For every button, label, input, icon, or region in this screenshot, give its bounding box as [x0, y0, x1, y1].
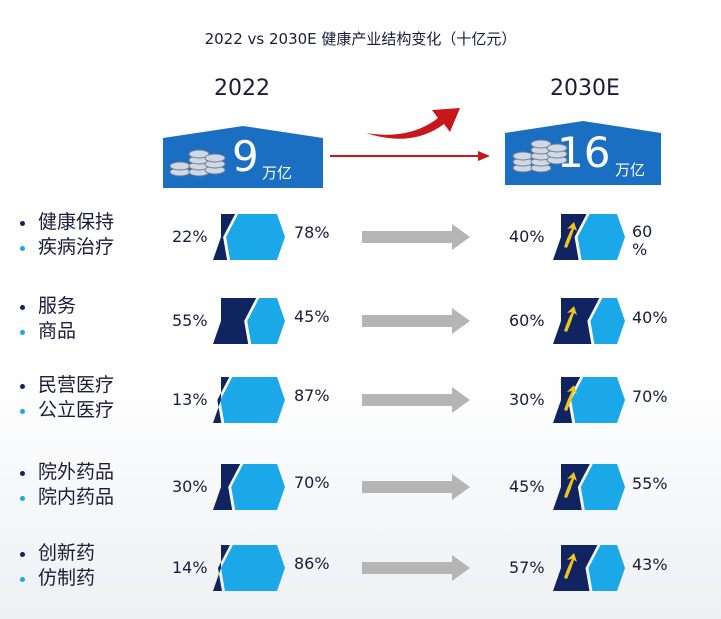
gray-arrow-row1	[362, 224, 470, 250]
bar-2030e-row2-light-segment	[590, 298, 625, 344]
red-connector-head	[478, 151, 490, 161]
total-value-2022: 9	[232, 132, 259, 181]
bar-2022-row5-light-segment	[220, 545, 285, 591]
pct-2022-b-row5: 86%	[294, 554, 330, 573]
coin-icon-e-4	[530, 139, 552, 149]
legend-label: 疾病治疗	[38, 236, 115, 258]
bar-2030e-row4-light-segment	[580, 464, 625, 510]
pct-2030e-a-row1: 40%	[509, 227, 545, 246]
pct-2022-a-row4: 30%	[172, 477, 208, 496]
legend-label: 仿制药	[38, 567, 96, 589]
bar-2022-row4-light-segment	[231, 464, 285, 510]
gray-arrow-row5	[362, 555, 470, 581]
legend-label: 健康保持	[38, 211, 115, 233]
total-unit-2022: 万亿	[262, 164, 293, 182]
pct-2030e-b-row1: 60 %	[632, 222, 653, 259]
pct-2030e-b-row2: 40%	[632, 308, 668, 327]
legend-label: 民营医疗	[38, 374, 115, 396]
legend-dot	[20, 471, 25, 476]
coin-icon-a-1	[169, 161, 191, 171]
legend-label: 创新药	[38, 542, 96, 564]
legend-item: 院内药品	[16, 485, 114, 510]
bar-2022-row4-dark-segment	[213, 464, 241, 510]
pct-2030e-a-row2: 60%	[509, 311, 545, 330]
legend-dot	[20, 409, 25, 414]
year-label-2030e: 2030E	[550, 76, 620, 101]
gray-arrow-row4	[362, 474, 470, 500]
legend-label: 公立医疗	[38, 399, 115, 421]
chart-title: 2022 vs 2030E 健康产业结构变化（十亿元）	[204, 30, 517, 48]
bar-2022-row5-dark-segment	[213, 545, 230, 591]
legend-label: 服务	[38, 295, 77, 317]
red-growth-arrow	[366, 108, 460, 139]
legend-item: 疾病治疗	[16, 235, 114, 260]
bar-2022-row3-dark-segment	[213, 377, 230, 423]
bar-2030e-row3-light-segment	[571, 377, 625, 423]
year-label-2022: 2022	[214, 76, 270, 101]
up-arrow-icon-row3	[564, 385, 577, 411]
pct-2030e-a-row3: 30%	[509, 390, 545, 409]
bar-2030e-row5-light-segment	[588, 545, 625, 591]
pct-2022-a-row5: 14%	[172, 558, 208, 577]
pct-2022-a-row1: 22%	[172, 227, 208, 246]
legend-item: 创新药	[16, 541, 95, 566]
legend-row-4: 院外药品 院内药品	[16, 460, 114, 510]
up-arrow-icon-row5	[564, 553, 577, 579]
total-unit-2030e: 万亿	[615, 161, 646, 179]
legend-label: 商品	[38, 320, 77, 342]
bar-2030e-row2-dark-segment	[553, 298, 600, 344]
pct-2022-a-row3: 13%	[172, 390, 208, 409]
bar-2022-row1-dark-segment	[213, 214, 236, 260]
bar-2022-row1-light-segment	[226, 214, 285, 260]
coin-icon-c-2	[204, 153, 226, 163]
bar-2030e-row4-dark-segment	[553, 464, 590, 510]
legend-row-5: 创新药 仿制药	[16, 541, 95, 591]
legend-dot	[20, 496, 25, 501]
bar-2030e-row5-dark-segment	[553, 545, 598, 591]
legend-dot	[20, 246, 25, 251]
legend-dot	[20, 577, 25, 582]
pct-2030e-a-row5: 57%	[509, 558, 545, 577]
coin-icon-d-2	[512, 151, 534, 161]
total-value-2030e: 16	[557, 128, 611, 177]
legend-dot	[20, 384, 25, 389]
pct-2022-b-row2: 45%	[294, 307, 330, 326]
legend-label: 院内药品	[38, 486, 115, 508]
bar-2022-row3-light-segment	[220, 377, 285, 423]
bar-2030e-row1-light-segment	[577, 214, 625, 260]
legend-item: 服务	[16, 294, 76, 319]
legend-row-3: 民营医疗 公立医疗	[16, 373, 114, 423]
legend-dot	[20, 305, 25, 310]
legend-item: 民营医疗	[16, 373, 114, 398]
coin-icon-f-2	[546, 143, 568, 153]
legend-item: 公立医疗	[16, 398, 114, 423]
pct-2022-b-row3: 87%	[294, 386, 330, 405]
pct-2022-b-row1: 78%	[294, 223, 330, 242]
legend-row-2: 服务 商品	[16, 294, 76, 344]
legend-item: 健康保持	[16, 210, 114, 235]
pct-2030e-a-row4: 45%	[509, 477, 545, 496]
pct-2022-b-row4: 70%	[294, 473, 330, 492]
pct-2022-a-row2: 55%	[172, 311, 208, 330]
legend-item: 仿制药	[16, 566, 95, 591]
up-arrow-icon-row1	[564, 222, 577, 248]
coin-icon-b-3	[188, 149, 210, 159]
gray-arrow-row3	[362, 387, 470, 413]
pct-2030e-b-row4: 55%	[632, 474, 668, 493]
bar-2022-row2-light-segment	[247, 298, 285, 344]
up-arrow-icon-row2	[564, 306, 577, 332]
legend-item: 院外药品	[16, 460, 114, 485]
bar-2022-row2-dark-segment	[213, 298, 257, 344]
legend-dot	[20, 552, 25, 557]
pct-2030e-b-row5: 43%	[632, 555, 668, 574]
gray-arrow-row2	[362, 308, 470, 334]
legend-label: 院外药品	[38, 461, 115, 483]
up-arrow-icon-row4	[564, 472, 577, 498]
legend-row-1: 健康保持 疾病治疗	[16, 210, 114, 260]
legend-dot	[20, 330, 25, 335]
legend-dot	[20, 221, 25, 226]
legend-item: 商品	[16, 319, 76, 344]
pct-2030e-b-row3: 70%	[632, 387, 668, 406]
